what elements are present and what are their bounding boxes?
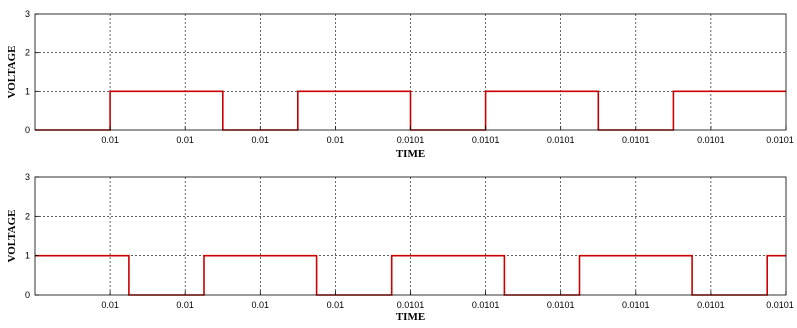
plot2-yaxis-title: VOLTAGE — [6, 210, 18, 263]
plot1-xtick-label: 0.0101 — [547, 135, 575, 145]
plot2-xaxis-title: TIME — [396, 311, 425, 323]
plot2-xtick-label: 0.01 — [327, 300, 345, 310]
plot2-ytick-label: 0 — [25, 290, 30, 300]
plot2-xtick-label: 0.0101 — [766, 300, 794, 310]
plot1-xtick-label: 0.01 — [176, 135, 194, 145]
plot2-ytick-label: 1 — [25, 251, 30, 261]
plot1-yaxis-title: VOLTAGE — [6, 46, 18, 99]
plot2-area — [35, 177, 786, 295]
plot2-xtick-label: 0.01 — [176, 300, 194, 310]
plot1-xtick-label: 0.01 — [101, 135, 119, 145]
plot2-xtick-label: 0.01 — [252, 300, 270, 310]
plot1-ytick-label: 2 — [25, 48, 30, 58]
plot2-ytick-label: 2 — [25, 211, 30, 221]
plot1-xtick-label: 0.0101 — [397, 135, 425, 145]
plot1-xtick-label: 0.01 — [252, 135, 270, 145]
plot1-xtick-label: 0.0101 — [766, 135, 794, 145]
plot2-xtick-label: 0.0101 — [397, 300, 425, 310]
plot1-ytick-label: 1 — [25, 86, 30, 96]
plot1-xtick-label: 0.01 — [327, 135, 345, 145]
plot2-ytick-label: 3 — [25, 172, 30, 182]
plot2-xtick-label: 0.0101 — [547, 300, 575, 310]
plot1-group: 0 1 2 3 0.01 0.01 0.01 0.01 0.0101 0.0101 0.0101 0.… — [6, 9, 794, 160]
plot1-xtick-label: 0.0101 — [697, 135, 725, 145]
plot1-xaxis-title: TIME — [396, 148, 425, 160]
plot1-xtick-label: 0.0101 — [472, 135, 500, 145]
plot2-group: 0 1 2 3 0.01 0.01 0.01 0.01 0.0101 0.0101 0.0101 0.… — [6, 172, 794, 323]
plot2-xtick-label: 0.0101 — [622, 300, 650, 310]
plot2-xtick-label: 0.0101 — [472, 300, 500, 310]
plot2-xtick-label: 0.01 — [101, 300, 119, 310]
plot1-ytick-label: 3 — [25, 9, 30, 19]
plot2-xtick-label: 0.0101 — [697, 300, 725, 310]
plot1-xtick-label: 0.0101 — [622, 135, 650, 145]
plot1-ytick-label: 0 — [25, 125, 30, 135]
